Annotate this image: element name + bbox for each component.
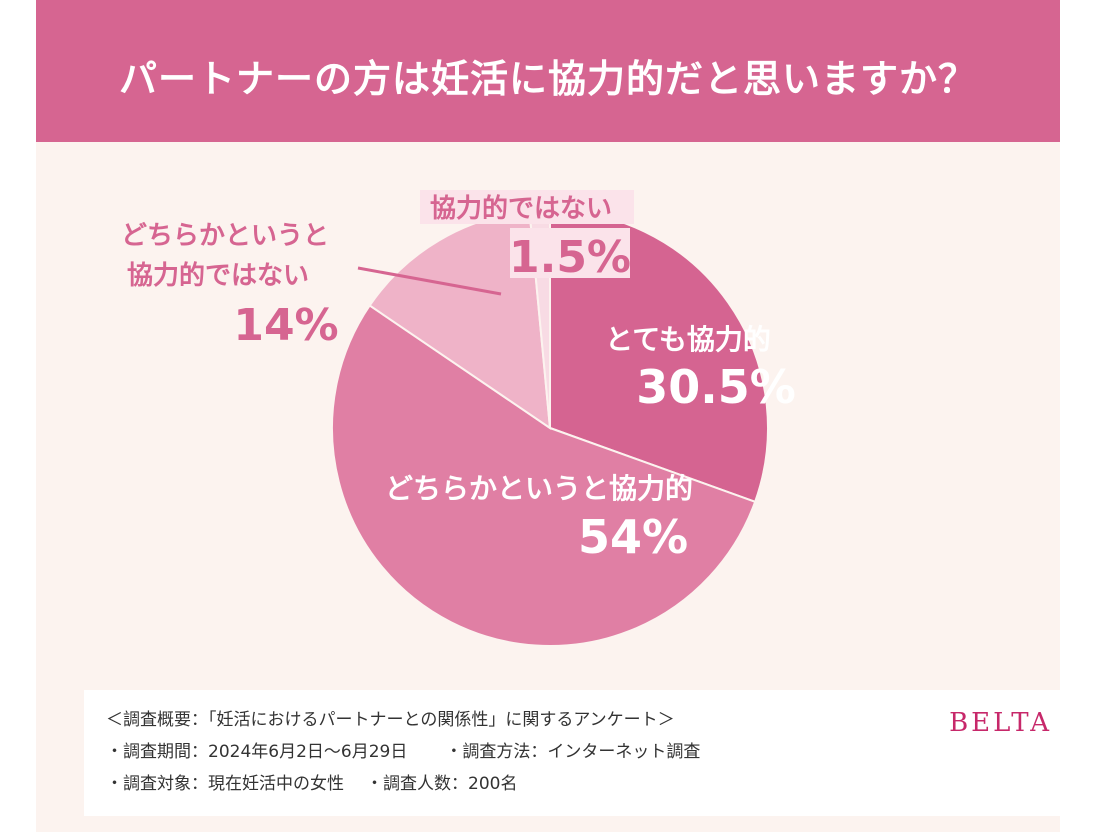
survey-method: ・調査方法：インターネット調査 — [445, 742, 701, 762]
pie-slice-1 — [331, 304, 757, 648]
slice-value-3-background — [510, 228, 630, 278]
slice-label-2-line-2: 協力的ではない — [127, 260, 309, 291]
slice-label-0: とても協力的 — [605, 323, 771, 356]
slice-value-0: 30.5% — [636, 360, 796, 414]
slice-value-2: 14% — [233, 300, 338, 351]
survey-heading: ＜調査概要：「妊活におけるパートナーとの関係性」に関するアンケート＞ — [106, 710, 675, 730]
chart-title: パートナーの方は妊活に協力的だと思いますか？ — [118, 57, 977, 101]
survey-target: ・調査対象：現在妊活中の女性 — [106, 774, 344, 794]
header-banner: パートナーの方は妊活に協力的だと思いますか？ — [36, 0, 1060, 142]
slice-label-3: 協力的ではない — [430, 193, 612, 224]
leader-line — [357, 266, 502, 296]
survey-row-2: ・調査期間：2024年6月2日〜6月29日 ・調査方法：インターネット調査 — [106, 736, 700, 768]
survey-count: ・調査人数：200名 — [366, 774, 518, 794]
survey-details: ＜調査概要：「妊活におけるパートナーとの関係性」に関するアンケート＞ ・調査期間… — [106, 704, 700, 800]
slice-label-1: どちらかというと協力的 — [385, 472, 693, 505]
brand-logo: BELTA — [949, 708, 1052, 738]
slice-value-1: 54% — [578, 510, 688, 564]
slice-label-2-line-1: どちらかというと — [121, 221, 329, 251]
slice-label-3-background — [420, 190, 634, 224]
survey-period: ・調査期間：2024年6月2日〜6月29日 — [106, 742, 408, 762]
survey-row-3: ・調査対象：現在妊活中の女性 ・調査人数：200名 — [106, 768, 700, 800]
pie-chart: とても協力的 30.5% どちらかというと協力的 54% どちらかというと 協力… — [121, 190, 796, 648]
survey-overview-box: ＜調査概要：「妊活におけるパートナーとの関係性」に関するアンケート＞ ・調査期間… — [84, 690, 1080, 816]
slice-value-3: 1.5% — [509, 232, 631, 283]
infographic-frame: パートナーの方は妊活に協力的だと思いますか？ とても協力的 30.5% どちらか… — [36, 0, 1080, 832]
